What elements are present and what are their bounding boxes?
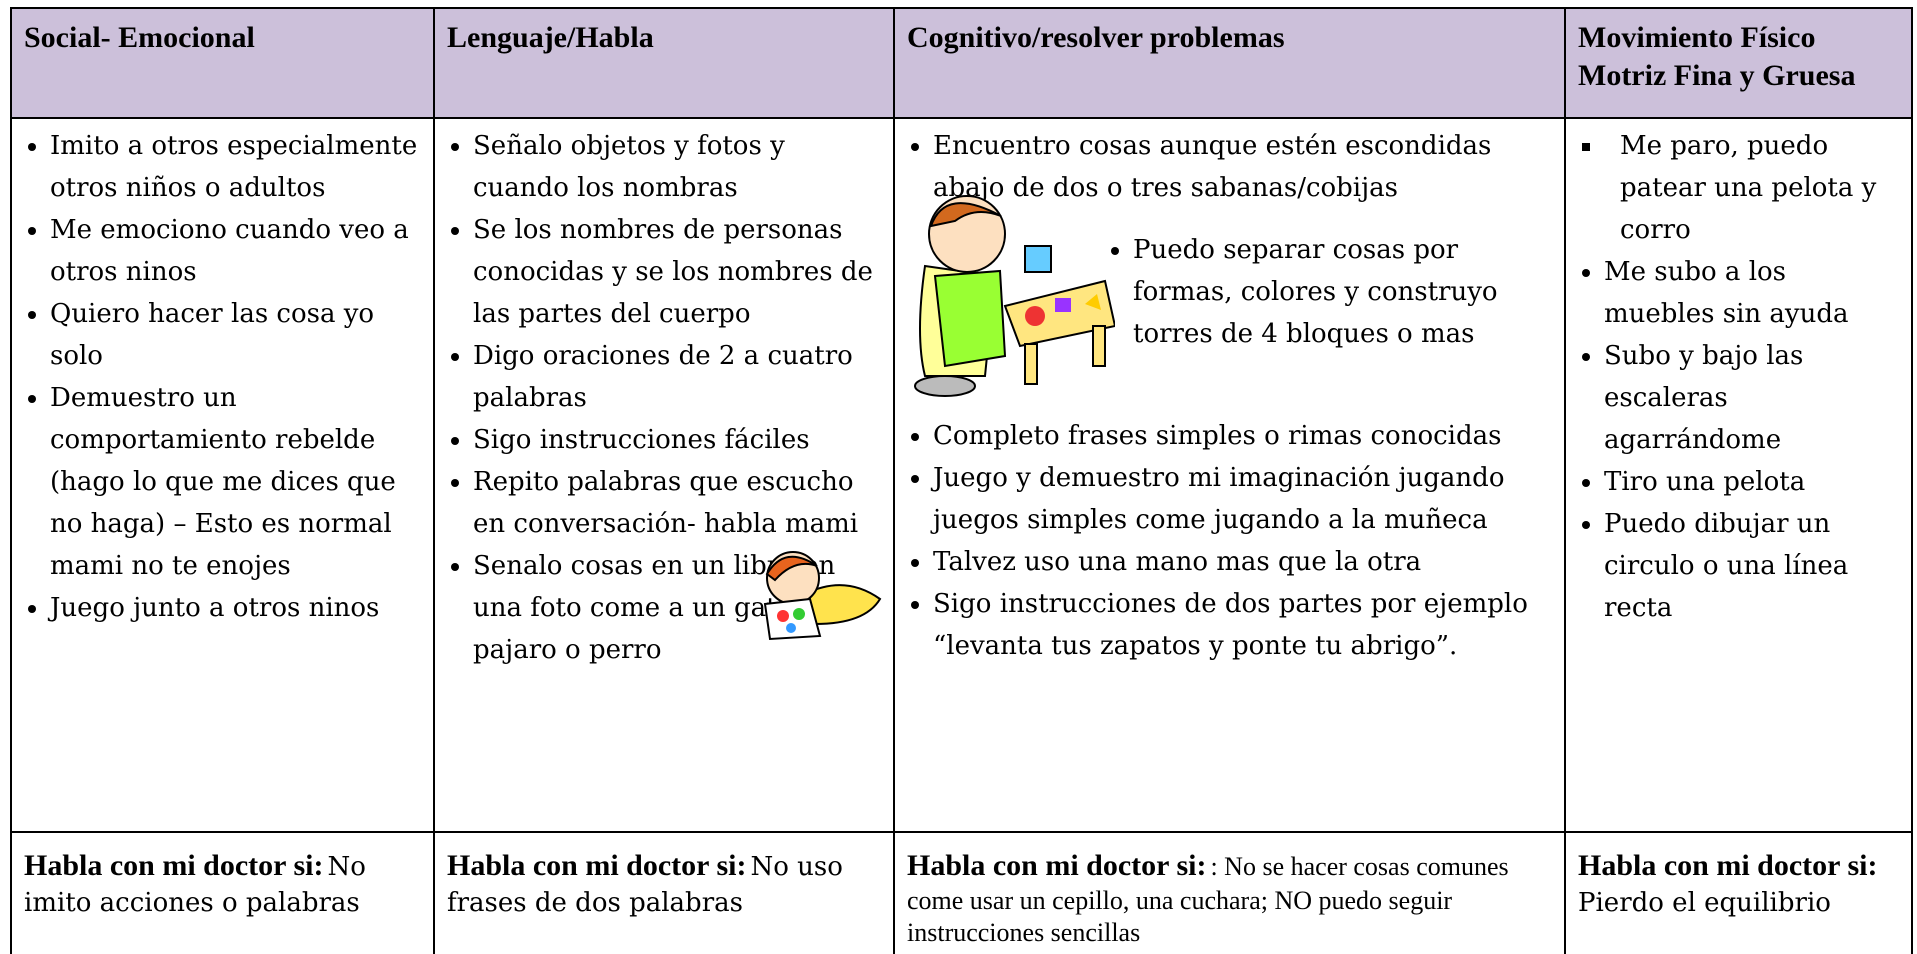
footer-text: Pierdo el equilibrio [1578, 888, 1831, 918]
bullet-item: Me subo a los muebles sin ayuda [1604, 251, 1899, 335]
header-cell: Movimiento Físico Motriz Fina y Gruesa [1564, 7, 1913, 119]
body-cell: Me paro, puedo patear una pelota y corro… [1564, 117, 1913, 833]
footer-text: No imito acciones o palabras [24, 852, 366, 918]
bullet-item: Quiero hacer las cosa yo solo [50, 293, 421, 377]
bullet-item: Demuestro un comportamiento rebelde (hag… [50, 377, 421, 587]
footer-cell: Habla con mi doctor si: No uso frases de… [433, 831, 895, 954]
footer-row: Habla con mi doctor si: No imito accione… [10, 831, 1913, 954]
milestone-table: Social- Emocional Lenguaje/Habla Cogniti… [10, 7, 1913, 954]
bullet-item: Señalo objetos y fotos y cuando los nomb… [473, 125, 881, 209]
bullet-item: Me paro, puedo patear una pelota y corro [1604, 125, 1899, 251]
bullet-item: Me emociono cuando veo a otros ninos [50, 209, 421, 293]
bullet-item: Puedo dibujar un circulo o una línea rec… [1604, 503, 1899, 629]
bullet-item: Juego y demuestro mi imaginación jugando… [933, 457, 1552, 541]
bullet-item: Se los nombres de personas conocidas y s… [473, 209, 881, 335]
bullet-item: Digo oraciones de 2 a cuatro palabras [473, 335, 881, 419]
footer-cell: Habla con mi doctor si: : No se hacer co… [893, 831, 1566, 954]
footer-cell: Habla con mi doctor si: No imito accione… [10, 831, 435, 954]
baby-reading-clipart [763, 551, 882, 641]
bullet-item: Subo y bajo las escaleras agarrándome [1604, 335, 1899, 461]
bullet-item: Encuentro cosas aunque estén escondidas … [933, 125, 1552, 209]
header-cell: Lenguaje/Habla [433, 7, 895, 119]
bullet-item: Puedo separar cosas por formas, colores … [1133, 229, 1552, 355]
bullet-item: Sigo instrucciones fáciles [473, 419, 881, 461]
body-cell: Señalo objetos y fotos y cuando los nomb… [433, 117, 895, 833]
body-row: Imito a otros especialmente otros niños … [10, 117, 1913, 833]
bullet-item: Imito a otros especialmente otros niños … [50, 125, 421, 209]
footer-label: Habla con mi doctor si: [447, 849, 747, 882]
bullet-item: Sigo instrucciones de dos partes por eje… [933, 583, 1552, 667]
footer-text: : No se hacer cosas comunes come usar un… [907, 852, 1509, 947]
child-with-blocks-clipart [914, 195, 1115, 397]
bullet-list: Me paro, puedo patear una pelota y corro… [1578, 125, 1899, 629]
bullet-list: Encuentro cosas aunque estén escondidas … [907, 125, 1552, 667]
footer-label: Habla con mi doctor si: [907, 849, 1207, 882]
bullet-item: Repito palabras que escucho en conversac… [473, 461, 881, 545]
bullet-item: Talvez uso una mano mas que la otra [933, 541, 1552, 583]
footer-text: No uso frases de dos palabras [447, 852, 843, 918]
bullet-item: Tiro una pelota [1604, 461, 1899, 503]
header-cell: Cognitivo/resolver problemas [893, 7, 1566, 119]
footer-cell: Habla con mi doctor si: Pierdo el equili… [1564, 831, 1913, 954]
bullet-list: Imito a otros especialmente otros niños … [24, 125, 421, 629]
bullet-item: Juego junto a otros ninos [50, 587, 421, 629]
bullet-list: Señalo objetos y fotos y cuando los nomb… [447, 125, 881, 671]
bullet-item: Completo frases simples o rimas conocida… [933, 415, 1552, 457]
header-row: Social- Emocional Lenguaje/Habla Cogniti… [10, 7, 1913, 119]
header-cell: Social- Emocional [10, 7, 435, 119]
footer-label: Habla con mi doctor si: [1578, 849, 1878, 882]
body-cell: Encuentro cosas aunque estén escondidas … [893, 117, 1566, 833]
body-cell: Imito a otros especialmente otros niños … [10, 117, 435, 833]
footer-label: Habla con mi doctor si: [24, 849, 324, 882]
